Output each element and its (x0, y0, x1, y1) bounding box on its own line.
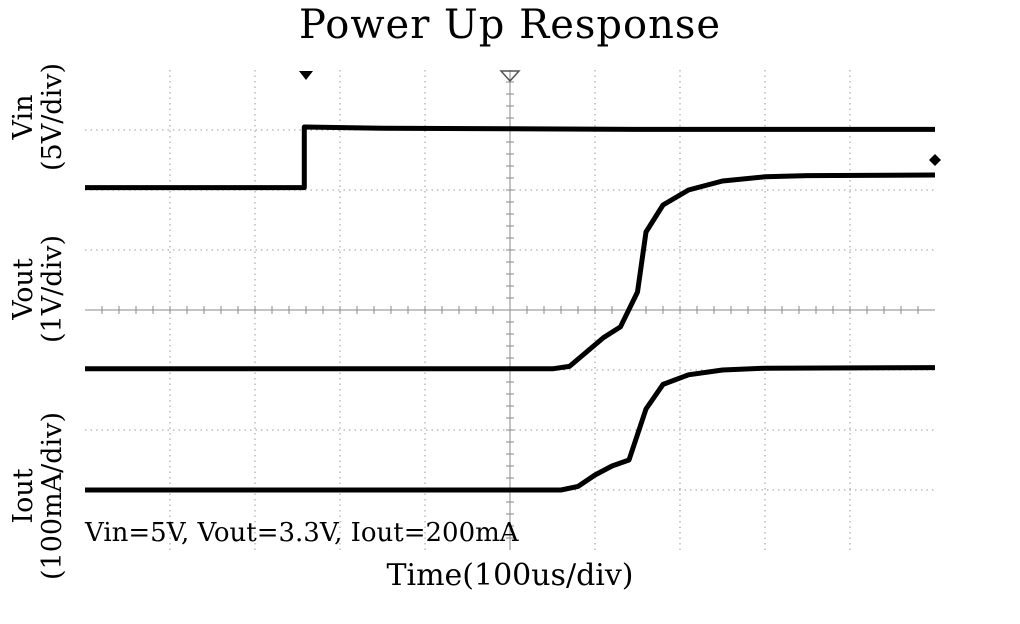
chart-title: Power Up Response (298, 2, 722, 48)
trace-iout (85, 365, 936, 493)
test-conditions: Vin=5V, Vout=3.3V, Iout=200mA (85, 518, 519, 548)
level-marker (929, 154, 941, 166)
ylabel-vin: Vin (5V/div) (8, 57, 68, 177)
traces (85, 124, 936, 493)
ylabel-vout-line1: Vout (8, 258, 39, 320)
ylabel-vout-line2: (1V/div) (37, 235, 68, 344)
markers (299, 70, 941, 166)
ylabel-vin-line2: (5V/div) (37, 63, 68, 172)
trace-vout (85, 172, 936, 372)
trace-vin (85, 124, 935, 191)
ylabel-iout-line2: (100mA/div) (37, 412, 68, 580)
center-marker (499, 70, 521, 83)
x-axis-label: Time(100us/div) (386, 558, 634, 593)
grid (85, 70, 935, 550)
ylabel-iout: Iout (100mA/div) (8, 406, 68, 586)
trigger-marker (299, 71, 313, 80)
ylabel-vout: Vout (1V/div) (8, 209, 68, 369)
ylabel-iout-line1: Iout (8, 468, 39, 524)
ylabel-vin-line1: Vin (8, 94, 39, 140)
